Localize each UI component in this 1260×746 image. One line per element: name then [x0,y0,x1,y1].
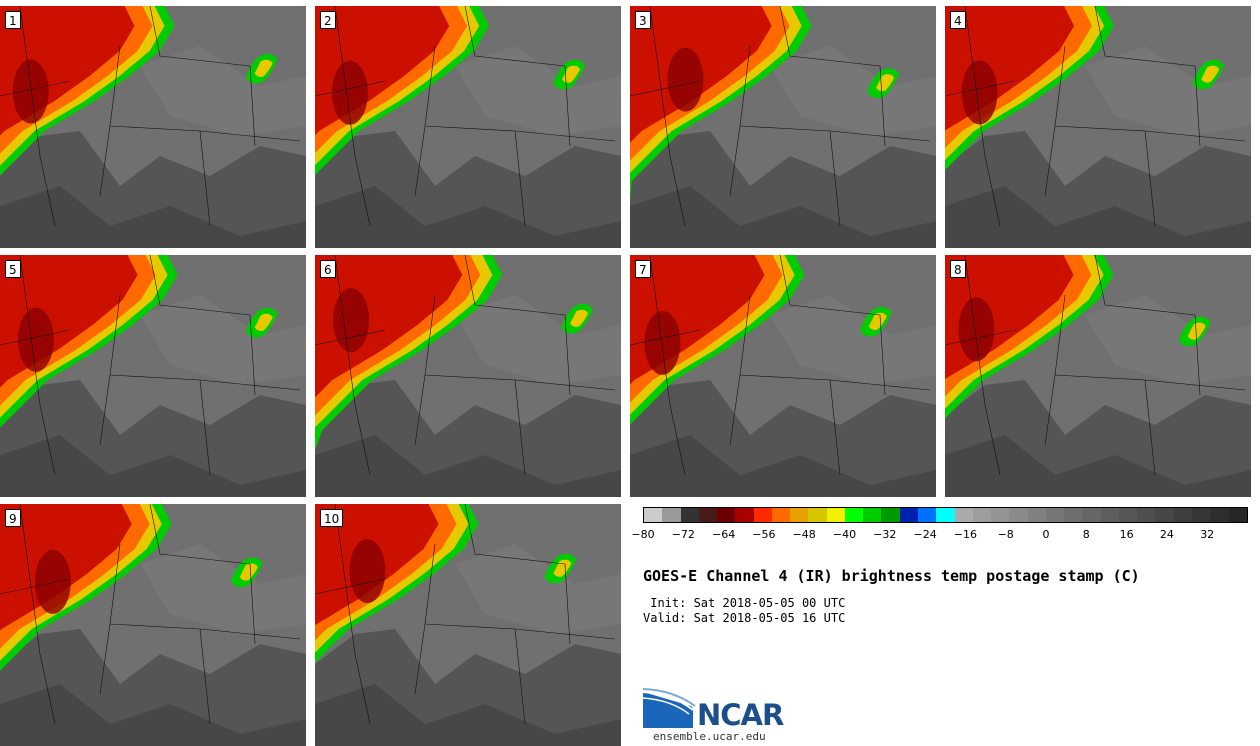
map-panel: 6 [315,255,621,497]
colorbar-swatch [1100,508,1119,522]
ncar-logo-text: NCAR [697,698,784,732]
colorbar-swatch [1210,508,1229,522]
map-panel: 8 [945,255,1251,497]
map-panel: 5 [0,255,306,497]
panel-number-label: 10 [320,509,344,527]
colorbar-tick-label: −56 [752,528,776,541]
colorbar-swatch [717,508,736,522]
colorbar-swatch [1137,508,1156,522]
map-panel: 1 [0,6,306,248]
colorbar-swatch [1228,508,1247,522]
url-text: ensemble.ucar.edu [653,730,766,743]
panel-number-label: 4 [950,11,966,29]
colorbar-tick-label: −72 [671,528,695,541]
colorbar-tick-label: −48 [792,528,816,541]
colorbar-swatch [790,508,809,522]
colorbar-swatch [808,508,827,522]
colorbar-swatch [1064,508,1083,522]
colorbar-tick-label: 24 [1159,528,1174,541]
colorbar-swatch [1173,508,1192,522]
colorbar-tick-label: −8 [997,528,1014,541]
colorbar-swatch [1027,508,1046,522]
panel-number-label: 6 [320,260,336,278]
colorbar-tick-label: 0 [1042,528,1050,541]
colorbar-swatch [698,508,718,522]
colorbar-swatch [899,508,918,522]
colorbar-swatch [1082,508,1101,522]
colorbar-swatch [991,508,1010,522]
colorbar-tick-label: −24 [913,528,937,541]
colorbar-tick-label: 16 [1119,528,1134,541]
colorbar-swatch [917,508,937,522]
colorbar-swatch [863,508,882,522]
map-panel: 2 [315,6,621,248]
valid-time: Valid: Sat 2018-05-05 16 UTC [643,611,846,625]
colorbar-swatch [1009,508,1028,522]
map-panel: 7 [630,255,936,497]
colorbar-swatch [1155,508,1174,522]
colorbar-swatch [881,508,900,522]
panel-number-label: 9 [5,509,21,527]
panel-number-label: 5 [5,260,21,278]
colorbar-tick-label: −80 [631,528,655,541]
map-panel: 4 [945,6,1251,248]
panel-number-label: 8 [950,260,966,278]
colorbar-swatch [844,508,864,522]
colorbar-tick-label: 8 [1082,528,1090,541]
colorbar-swatch [1045,508,1065,522]
colorbar-swatch [1118,508,1138,522]
colorbar-swatch [735,508,754,522]
panel-number-label: 2 [320,11,336,29]
map-panel: 10 [315,504,621,746]
colorbar-swatch [680,508,699,522]
colorbar-swatch [972,508,992,522]
colorbar-tick-label: −64 [711,528,736,541]
colorbar-swatch [644,508,663,522]
colorbar-swatch [662,508,681,522]
colorbar-swatch [753,508,772,522]
ncar-logo-icon [643,688,696,728]
colorbar-tick-label: −16 [953,528,977,541]
panel-number-label: 7 [635,260,651,278]
colorbar-swatch [954,508,973,522]
colorbar-swatch [1191,508,1211,522]
colorbar-ticks: −80 −72 −64 −56 −48 −40 −32 −24 −16 −8 0 8 16 24 32 [631,524,1248,544]
colorbar [643,507,1248,523]
map-panel: 9 [0,504,306,746]
colorbar-swatch [826,508,845,522]
colorbar-swatch [771,508,791,522]
colorbar-tick-label: −40 [832,528,857,541]
figure-title: GOES-E Channel 4 (IR) brightness temp po… [643,567,1140,585]
map-panel: 3 [630,6,936,248]
init-time: Init: Sat 2018-05-05 00 UTC [643,596,846,610]
panel-number-label: 1 [5,11,21,29]
colorbar-tick-label: −32 [873,528,897,541]
colorbar-tick-label: 32 [1200,528,1215,541]
panel-number-label: 3 [635,11,651,29]
colorbar-swatch [936,508,955,522]
